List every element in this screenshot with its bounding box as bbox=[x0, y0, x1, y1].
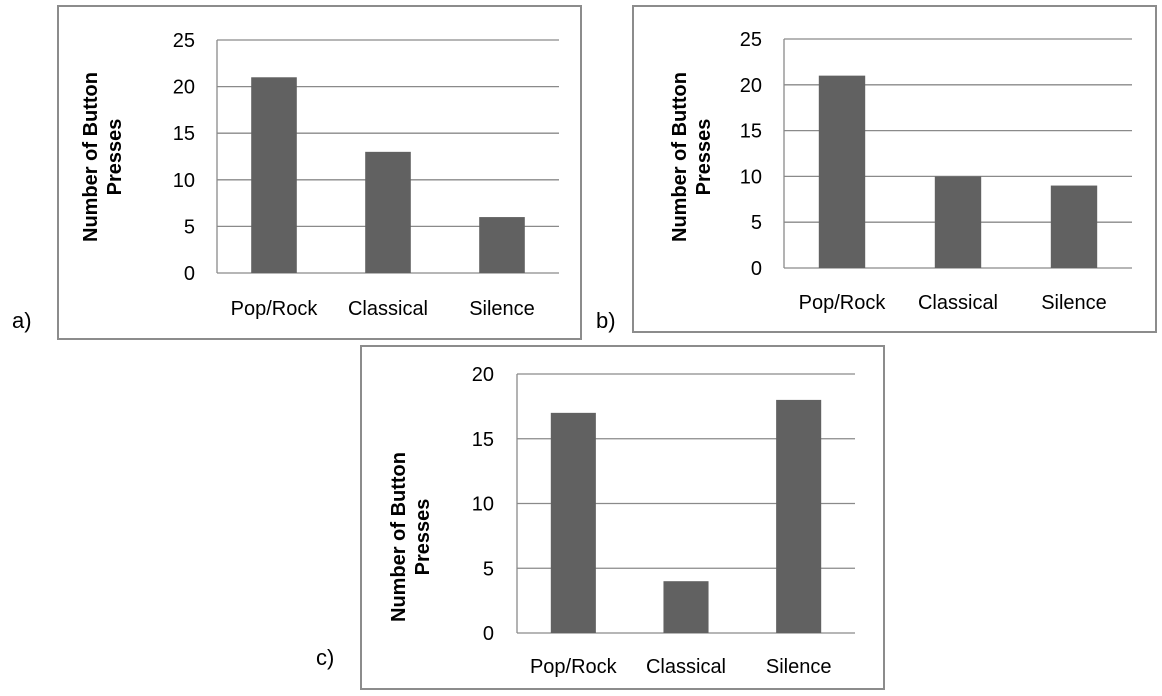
y-tick-label-a-1: 5 bbox=[184, 216, 195, 238]
y-tick-label-b-1: 5 bbox=[751, 212, 762, 234]
y-axis-label-line-c-1: Presses bbox=[412, 499, 434, 576]
chart-b-frame: 0 5 10 15 20 25 Pop/Rock Classical Silence Number… bbox=[632, 5, 1157, 333]
y-tick-label-b-5: 25 bbox=[740, 29, 762, 51]
bar-b-1 bbox=[934, 176, 982, 268]
y-axis-label-b: Number of Button Presses bbox=[669, 72, 715, 242]
y-tick-label-c-1: 5 bbox=[483, 558, 494, 580]
category-label-c-2: Silence bbox=[766, 656, 832, 678]
bar-b-2 bbox=[1050, 185, 1098, 268]
category-label-a-2: Silence bbox=[469, 298, 535, 320]
chart-b: 0 5 10 15 20 25 Pop/Rock Classical Silence Number… bbox=[669, 29, 1132, 314]
y-tick-label-b-4: 20 bbox=[740, 75, 762, 97]
bar-a-0 bbox=[251, 77, 297, 273]
bar-b-0 bbox=[818, 75, 866, 268]
panel-label-a: a) bbox=[12, 308, 32, 333]
y-tick-label-a-5: 25 bbox=[173, 30, 195, 52]
chart-a-frame: 0 5 10 15 20 25 Pop/Rock Classical Silence Number… bbox=[57, 5, 582, 340]
bar-c-2 bbox=[776, 399, 822, 633]
bar-c-1 bbox=[663, 581, 709, 633]
y-tick-label-b-3: 15 bbox=[740, 121, 762, 143]
category-label-c-0: Pop/Rock bbox=[530, 656, 618, 678]
y-tick-label-a-2: 10 bbox=[173, 170, 195, 192]
y-axis-label-a: Number of Button Presses bbox=[80, 72, 126, 242]
y-axis-label-line-a-0: Number of Button bbox=[80, 72, 102, 242]
category-label-b-2: Silence bbox=[1041, 292, 1107, 314]
y-tick-label-a-3: 15 bbox=[173, 123, 195, 145]
panel-label-c: c) bbox=[316, 645, 335, 670]
y-tick-label-a-0: 0 bbox=[184, 263, 195, 285]
y-axis-label-line-a-1: Presses bbox=[104, 119, 126, 196]
panel-label-b: b) bbox=[596, 308, 616, 333]
category-label-b-1: Classical bbox=[918, 292, 998, 314]
y-axis-label-line-c-0: Number of Button bbox=[388, 452, 410, 622]
category-label-b-0: Pop/Rock bbox=[799, 292, 887, 314]
category-label-a-0: Pop/Rock bbox=[231, 298, 319, 320]
y-tick-label-c-3: 15 bbox=[472, 429, 494, 451]
bar-c-0 bbox=[550, 412, 596, 633]
y-tick-label-c-0: 0 bbox=[483, 623, 494, 645]
category-label-c-1: Classical bbox=[646, 656, 726, 678]
bar-a-1 bbox=[365, 151, 411, 273]
y-tick-label-c-2: 10 bbox=[472, 494, 494, 516]
y-axis-label-line-b-1: Presses bbox=[693, 119, 715, 196]
bar-a-2 bbox=[479, 217, 525, 273]
category-label-a-1: Classical bbox=[348, 298, 428, 320]
y-axis-label-c: Number of Button Presses bbox=[388, 452, 434, 622]
y-tick-label-a-4: 20 bbox=[173, 77, 195, 99]
y-tick-label-b-2: 10 bbox=[740, 166, 762, 188]
y-tick-label-b-0: 0 bbox=[751, 258, 762, 280]
chart-c-frame: 0 5 10 15 20 Pop/Rock Classical Silence Number o… bbox=[360, 345, 885, 690]
chart-c: 0 5 10 15 20 Pop/Rock Classical Silence Number o… bbox=[388, 364, 855, 678]
y-tick-label-c-4: 20 bbox=[472, 364, 494, 386]
y-axis-label-line-b-0: Number of Button bbox=[669, 72, 691, 242]
chart-a: 0 5 10 15 20 25 Pop/Rock Classical Silence Number… bbox=[80, 30, 559, 320]
